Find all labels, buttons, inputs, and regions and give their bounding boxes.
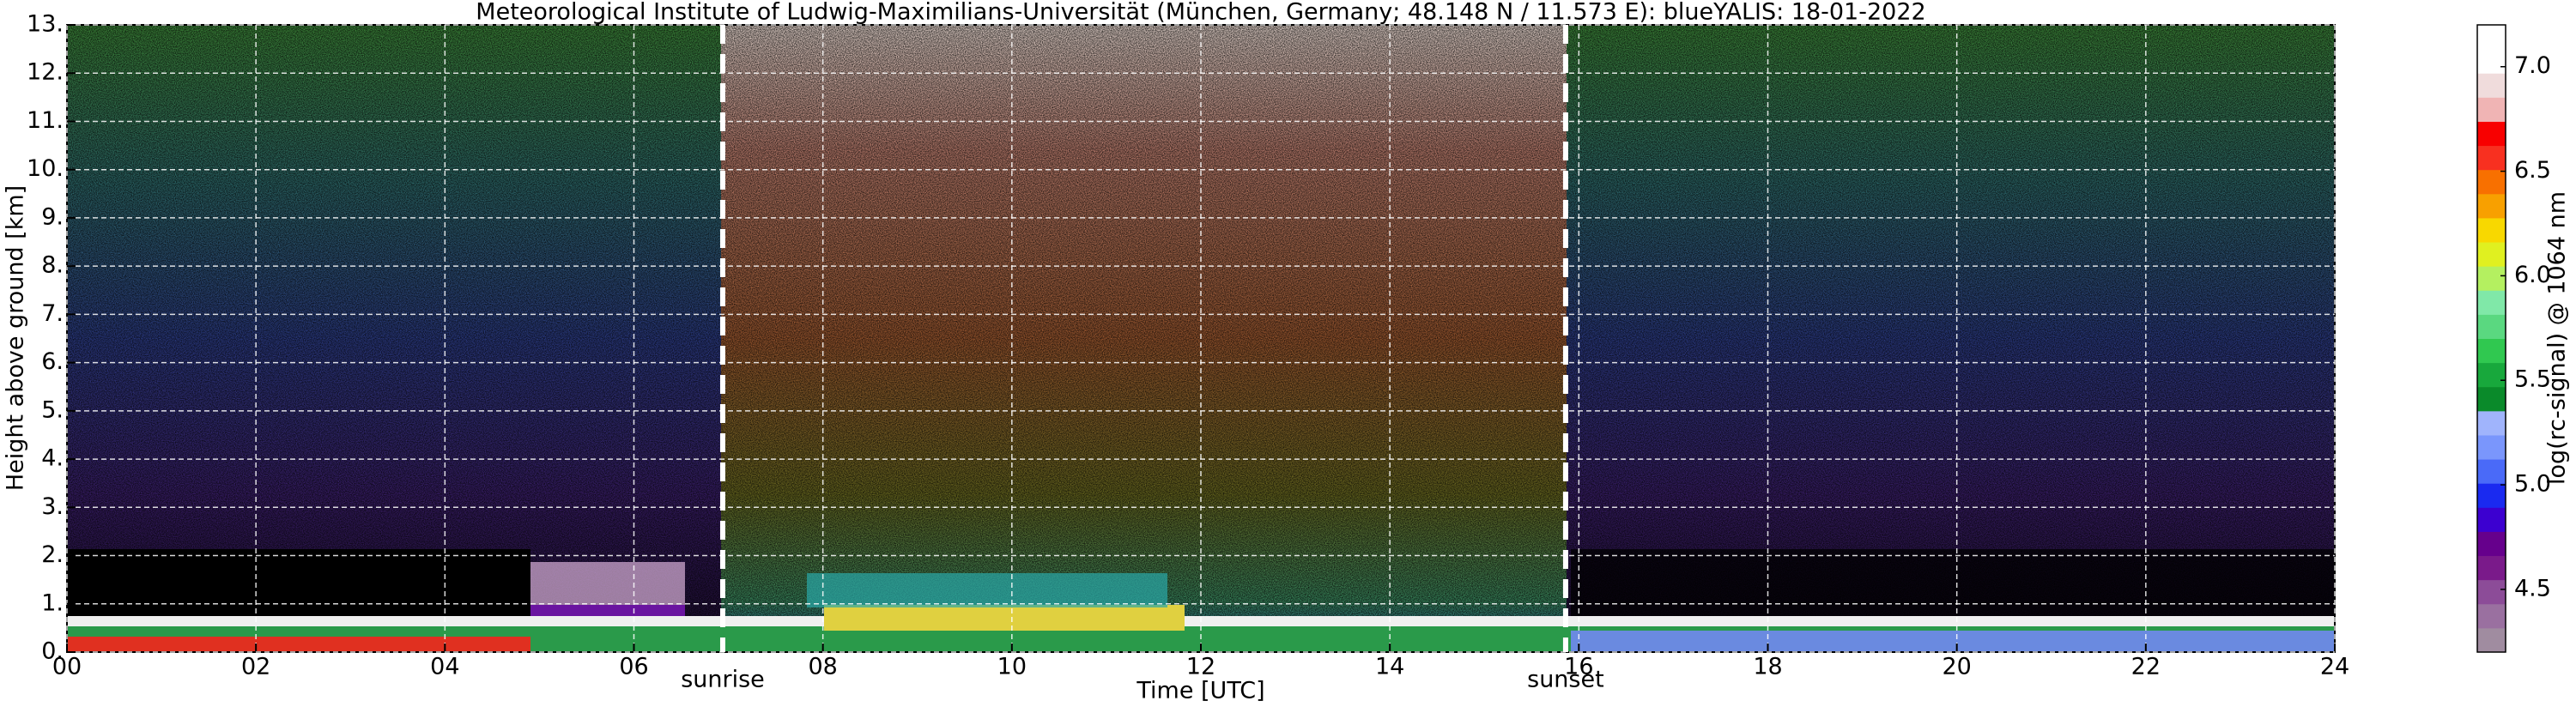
- y-tick-label: 7.: [41, 300, 64, 327]
- colorbar-segment: [2477, 459, 2506, 484]
- colorbar-tick-label: 4.5: [2514, 575, 2551, 601]
- colorbar-segment: [2477, 121, 2506, 147]
- colorbar-segment: [2477, 97, 2506, 122]
- y-tick-label: 13.: [27, 11, 64, 38]
- x-tick-label: 22: [2131, 654, 2161, 680]
- x-tick-label: 14: [1375, 654, 1404, 680]
- colorbar-segment: [2477, 266, 2506, 291]
- colorbar-segment: [2477, 410, 2506, 436]
- x-tick-label: 10: [997, 654, 1027, 680]
- colorbar-segment: [2477, 290, 2506, 315]
- x-tick-label: 08: [808, 654, 837, 680]
- colorbar-segment: [2477, 555, 2506, 581]
- y-tick-label: 9.: [41, 203, 64, 230]
- y-tick-label: 8.: [41, 252, 64, 279]
- x-tick-label: 16: [1564, 654, 1593, 680]
- colorbar-segment: [2477, 217, 2506, 243]
- x-tick-label: 20: [1942, 654, 1971, 680]
- colorbar-segment: [2477, 362, 2506, 388]
- colorbar-segment: [2477, 531, 2506, 557]
- y-tick-label: 0.: [41, 638, 64, 665]
- colorbar-segment: [2477, 386, 2506, 412]
- colorbar-segment: [2477, 579, 2506, 605]
- colorbar-tick-label: 6.0: [2514, 262, 2551, 288]
- colorbar-segment: [2477, 193, 2506, 219]
- x-tick-label: 12: [1186, 654, 1215, 680]
- y-tick-label: 10.: [27, 155, 64, 182]
- colorbar-segment: [2477, 169, 2506, 195]
- x-tick-label: 00: [52, 654, 82, 680]
- x-tick-label: 24: [2320, 654, 2349, 680]
- annotation-label: sunset: [1527, 667, 1604, 693]
- colorbar-tick-label: 5.5: [2514, 366, 2551, 393]
- x-tick-label: 02: [241, 654, 270, 680]
- x-tick-label: 18: [1753, 654, 1782, 680]
- colorbar-tick-label: 7.0: [2514, 52, 2551, 79]
- y-tick-label: 6.: [41, 348, 64, 375]
- y-axis-label: Height above ground [km]: [3, 185, 29, 491]
- colorbar-label: log(rc-signal) @ 1064 nm: [2544, 191, 2571, 485]
- y-tick-label: 11.: [27, 107, 64, 134]
- colorbar-frame: [2476, 24, 2506, 653]
- colorbar-segment: [2477, 314, 2506, 339]
- x-tick-label: 06: [619, 654, 648, 680]
- colorbar-tick-label: 5.0: [2514, 471, 2551, 498]
- colorbar-segment: [2477, 507, 2506, 532]
- y-tick-label: 2.: [41, 541, 64, 568]
- colorbar-tick-label: 6.5: [2514, 157, 2551, 184]
- y-tick-label: 1.: [41, 589, 64, 616]
- y-tick-label: 4.: [41, 445, 64, 472]
- colorbar-segment: [2477, 25, 2506, 50]
- colorbar-segment: [2477, 145, 2506, 171]
- colorbar-segment: [2477, 49, 2506, 74]
- colorbar-segment: [2477, 627, 2506, 653]
- colorbar-segment: [2477, 483, 2506, 508]
- colorbar-segment: [2477, 242, 2506, 267]
- x-tick-label: 04: [430, 654, 459, 680]
- y-tick-label: 3.: [41, 493, 64, 520]
- x-axis-label: Time [UTC]: [1136, 678, 1264, 704]
- annotation-label: sunrise: [681, 667, 765, 693]
- y-tick-label: 12.: [27, 59, 64, 86]
- chart-title: Meteorological Institute of Ludwig-Maxim…: [476, 0, 1925, 26]
- colorbar-segment: [2477, 434, 2506, 460]
- y-tick-label: 5.: [41, 396, 64, 423]
- colorbar-segment: [2477, 338, 2506, 364]
- colorbar-segment: [2477, 73, 2506, 98]
- colorbar-segment: [2477, 603, 2506, 629]
